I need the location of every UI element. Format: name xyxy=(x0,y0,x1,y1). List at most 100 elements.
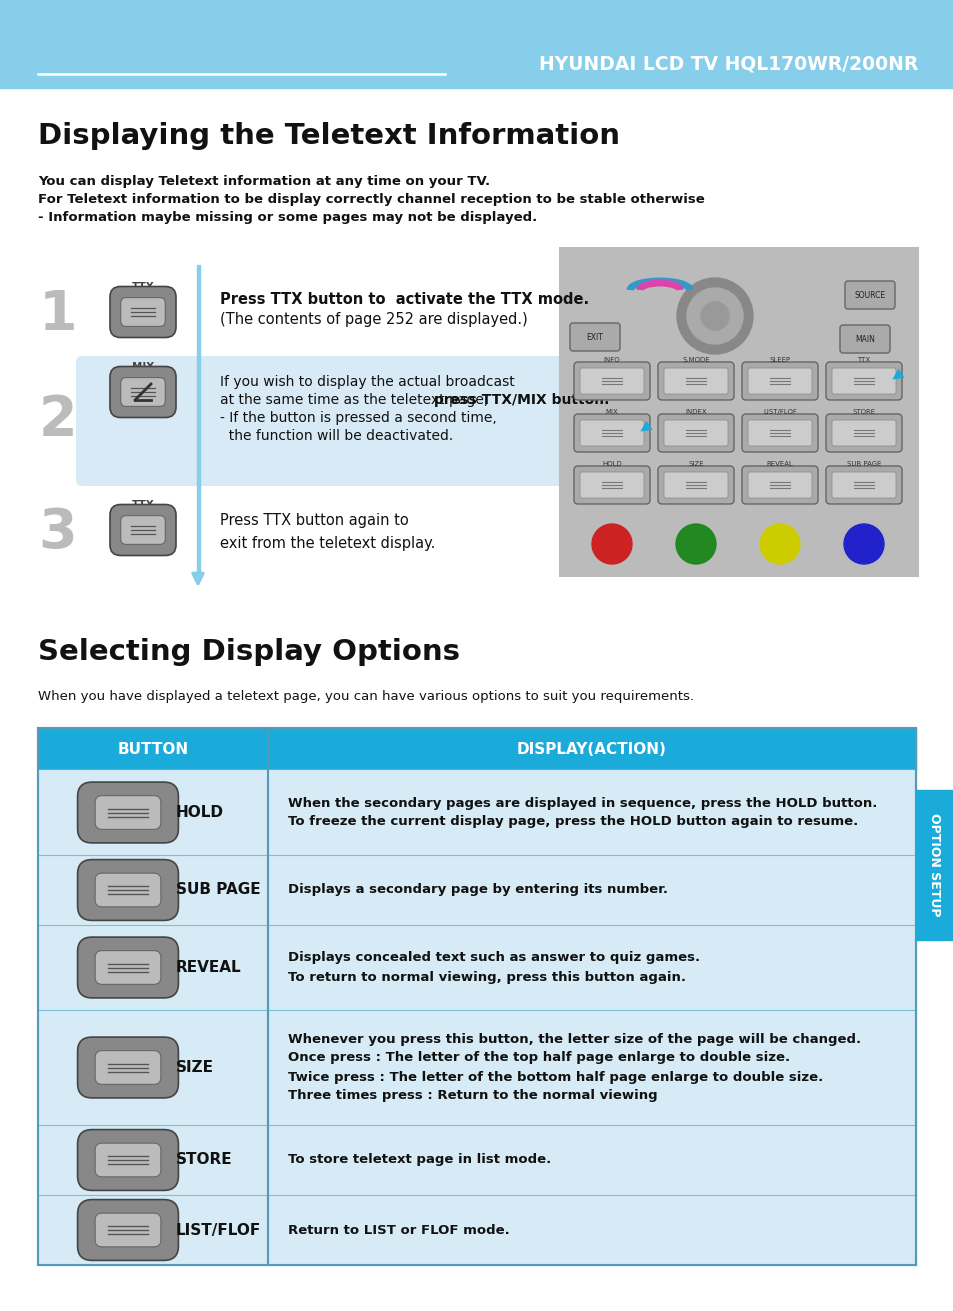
FancyBboxPatch shape xyxy=(840,325,889,353)
Circle shape xyxy=(760,524,800,564)
Text: Return to LIST or FLOF mode.: Return to LIST or FLOF mode. xyxy=(288,1223,509,1236)
Text: press TTX/MIX button.: press TTX/MIX button. xyxy=(434,393,609,406)
FancyBboxPatch shape xyxy=(110,287,175,337)
FancyBboxPatch shape xyxy=(741,362,817,400)
Text: - If the button is pressed a second time,: - If the button is pressed a second time… xyxy=(220,412,497,425)
FancyBboxPatch shape xyxy=(76,357,760,486)
FancyBboxPatch shape xyxy=(663,420,727,446)
FancyBboxPatch shape xyxy=(95,1143,161,1177)
Circle shape xyxy=(686,288,742,343)
Text: LIST/FLOF: LIST/FLOF xyxy=(175,1222,261,1238)
Text: TTX: TTX xyxy=(132,282,154,292)
Text: the function will be deactivated.: the function will be deactivated. xyxy=(220,429,453,443)
Text: REVEAL: REVEAL xyxy=(175,960,241,975)
FancyBboxPatch shape xyxy=(110,367,175,417)
Text: HOLD: HOLD xyxy=(175,805,224,819)
FancyBboxPatch shape xyxy=(77,937,178,998)
Text: S.MODE: S.MODE xyxy=(681,357,709,363)
Text: Displays a secondary page by entering its number.: Displays a secondary page by entering it… xyxy=(288,884,667,897)
Text: Whenever you press this button, the letter size of the page will be changed.
Onc: Whenever you press this button, the lett… xyxy=(288,1033,861,1103)
FancyBboxPatch shape xyxy=(658,362,733,400)
FancyBboxPatch shape xyxy=(747,368,811,395)
Text: OPTION SETUP: OPTION SETUP xyxy=(927,813,941,916)
Text: SOURCE: SOURCE xyxy=(854,291,884,300)
FancyBboxPatch shape xyxy=(77,1130,178,1190)
Text: SUB PAGE: SUB PAGE xyxy=(104,865,152,874)
Text: LIST/FLOF: LIST/FLOF xyxy=(762,409,796,416)
Bar xyxy=(38,728,915,770)
Text: at the same time as the teletext page,: at the same time as the teletext page, xyxy=(220,393,492,406)
Text: Displaying the Teletext Information: Displaying the Teletext Information xyxy=(38,122,619,149)
FancyBboxPatch shape xyxy=(663,368,727,395)
Text: 1: 1 xyxy=(39,288,77,342)
FancyBboxPatch shape xyxy=(95,1213,161,1247)
Text: Press TTX button again to
exit from the teletext display.: Press TTX button again to exit from the … xyxy=(220,513,435,552)
FancyBboxPatch shape xyxy=(574,465,649,503)
Text: For Teletext information to be display correctly channel reception to be stable : For Teletext information to be display c… xyxy=(38,193,704,206)
Bar xyxy=(196,265,200,576)
Bar xyxy=(38,926,915,1009)
FancyBboxPatch shape xyxy=(825,414,901,452)
Text: MAIN: MAIN xyxy=(854,336,874,345)
FancyBboxPatch shape xyxy=(121,515,165,544)
Text: You can display Teletext information at any time on your TV.: You can display Teletext information at … xyxy=(38,174,490,187)
FancyBboxPatch shape xyxy=(741,465,817,503)
Bar xyxy=(38,728,915,1265)
FancyBboxPatch shape xyxy=(741,414,817,452)
Text: - Information maybe missing or some pages may not be displayed.: - Information maybe missing or some page… xyxy=(38,211,537,224)
FancyBboxPatch shape xyxy=(825,362,901,400)
Text: MIX: MIX xyxy=(132,362,154,372)
FancyBboxPatch shape xyxy=(579,472,643,498)
FancyBboxPatch shape xyxy=(831,420,895,446)
Circle shape xyxy=(592,524,631,564)
Bar xyxy=(38,1009,915,1125)
FancyBboxPatch shape xyxy=(658,414,733,452)
Text: INFO: INFO xyxy=(603,357,619,363)
Text: Press TTX button to  activate the TTX mode.: Press TTX button to activate the TTX mod… xyxy=(220,292,589,307)
Text: When you have displayed a teletext page, you can have various options to suit yo: When you have displayed a teletext page,… xyxy=(38,690,693,703)
Text: If you wish to display the actual broadcast: If you wish to display the actual broadc… xyxy=(220,375,515,389)
FancyBboxPatch shape xyxy=(77,1200,178,1260)
FancyBboxPatch shape xyxy=(844,281,894,309)
FancyBboxPatch shape xyxy=(658,465,733,503)
Text: Displays concealed text such as answer to quiz games.
To return to normal viewin: Displays concealed text such as answer t… xyxy=(288,952,700,983)
FancyBboxPatch shape xyxy=(825,465,901,503)
Text: STORE: STORE xyxy=(175,1152,233,1168)
FancyBboxPatch shape xyxy=(95,873,161,907)
FancyBboxPatch shape xyxy=(77,783,178,843)
Text: TTX: TTX xyxy=(857,357,870,363)
Text: HYUNDAI LCD TV HQL170WR/200NR: HYUNDAI LCD TV HQL170WR/200NR xyxy=(538,55,917,73)
Circle shape xyxy=(700,302,728,330)
Bar xyxy=(38,770,915,855)
Text: TTX: TTX xyxy=(132,499,154,510)
Text: REVEAL: REVEAL xyxy=(109,943,147,953)
FancyBboxPatch shape xyxy=(747,472,811,498)
Text: INDEX: INDEX xyxy=(684,409,706,416)
Text: BUTTON: BUTTON xyxy=(117,742,189,756)
FancyBboxPatch shape xyxy=(95,1050,161,1084)
Bar xyxy=(38,1125,915,1196)
FancyBboxPatch shape xyxy=(121,298,165,326)
Text: SIZE: SIZE xyxy=(687,461,703,467)
Text: SUB PAGE: SUB PAGE xyxy=(846,461,881,467)
Text: EXIT: EXIT xyxy=(586,333,603,342)
Text: SIZE: SIZE xyxy=(175,1061,213,1075)
Bar xyxy=(559,248,917,576)
FancyBboxPatch shape xyxy=(574,362,649,400)
FancyBboxPatch shape xyxy=(95,796,161,830)
FancyBboxPatch shape xyxy=(77,860,178,920)
Text: 3: 3 xyxy=(39,506,77,560)
Text: Selecting Display Options: Selecting Display Options xyxy=(38,638,459,666)
Text: (The contents of page 252 are displayed.): (The contents of page 252 are displayed.… xyxy=(220,312,527,326)
FancyBboxPatch shape xyxy=(579,368,643,395)
Text: MIX: MIX xyxy=(605,409,618,416)
FancyBboxPatch shape xyxy=(747,420,811,446)
Text: SLEEP: SLEEP xyxy=(769,357,790,363)
FancyBboxPatch shape xyxy=(663,472,727,498)
Circle shape xyxy=(677,278,752,354)
Bar xyxy=(0,0,953,88)
Circle shape xyxy=(676,524,716,564)
FancyBboxPatch shape xyxy=(574,414,649,452)
Bar xyxy=(38,855,915,926)
Text: To store teletext page in list mode.: To store teletext page in list mode. xyxy=(288,1154,551,1167)
